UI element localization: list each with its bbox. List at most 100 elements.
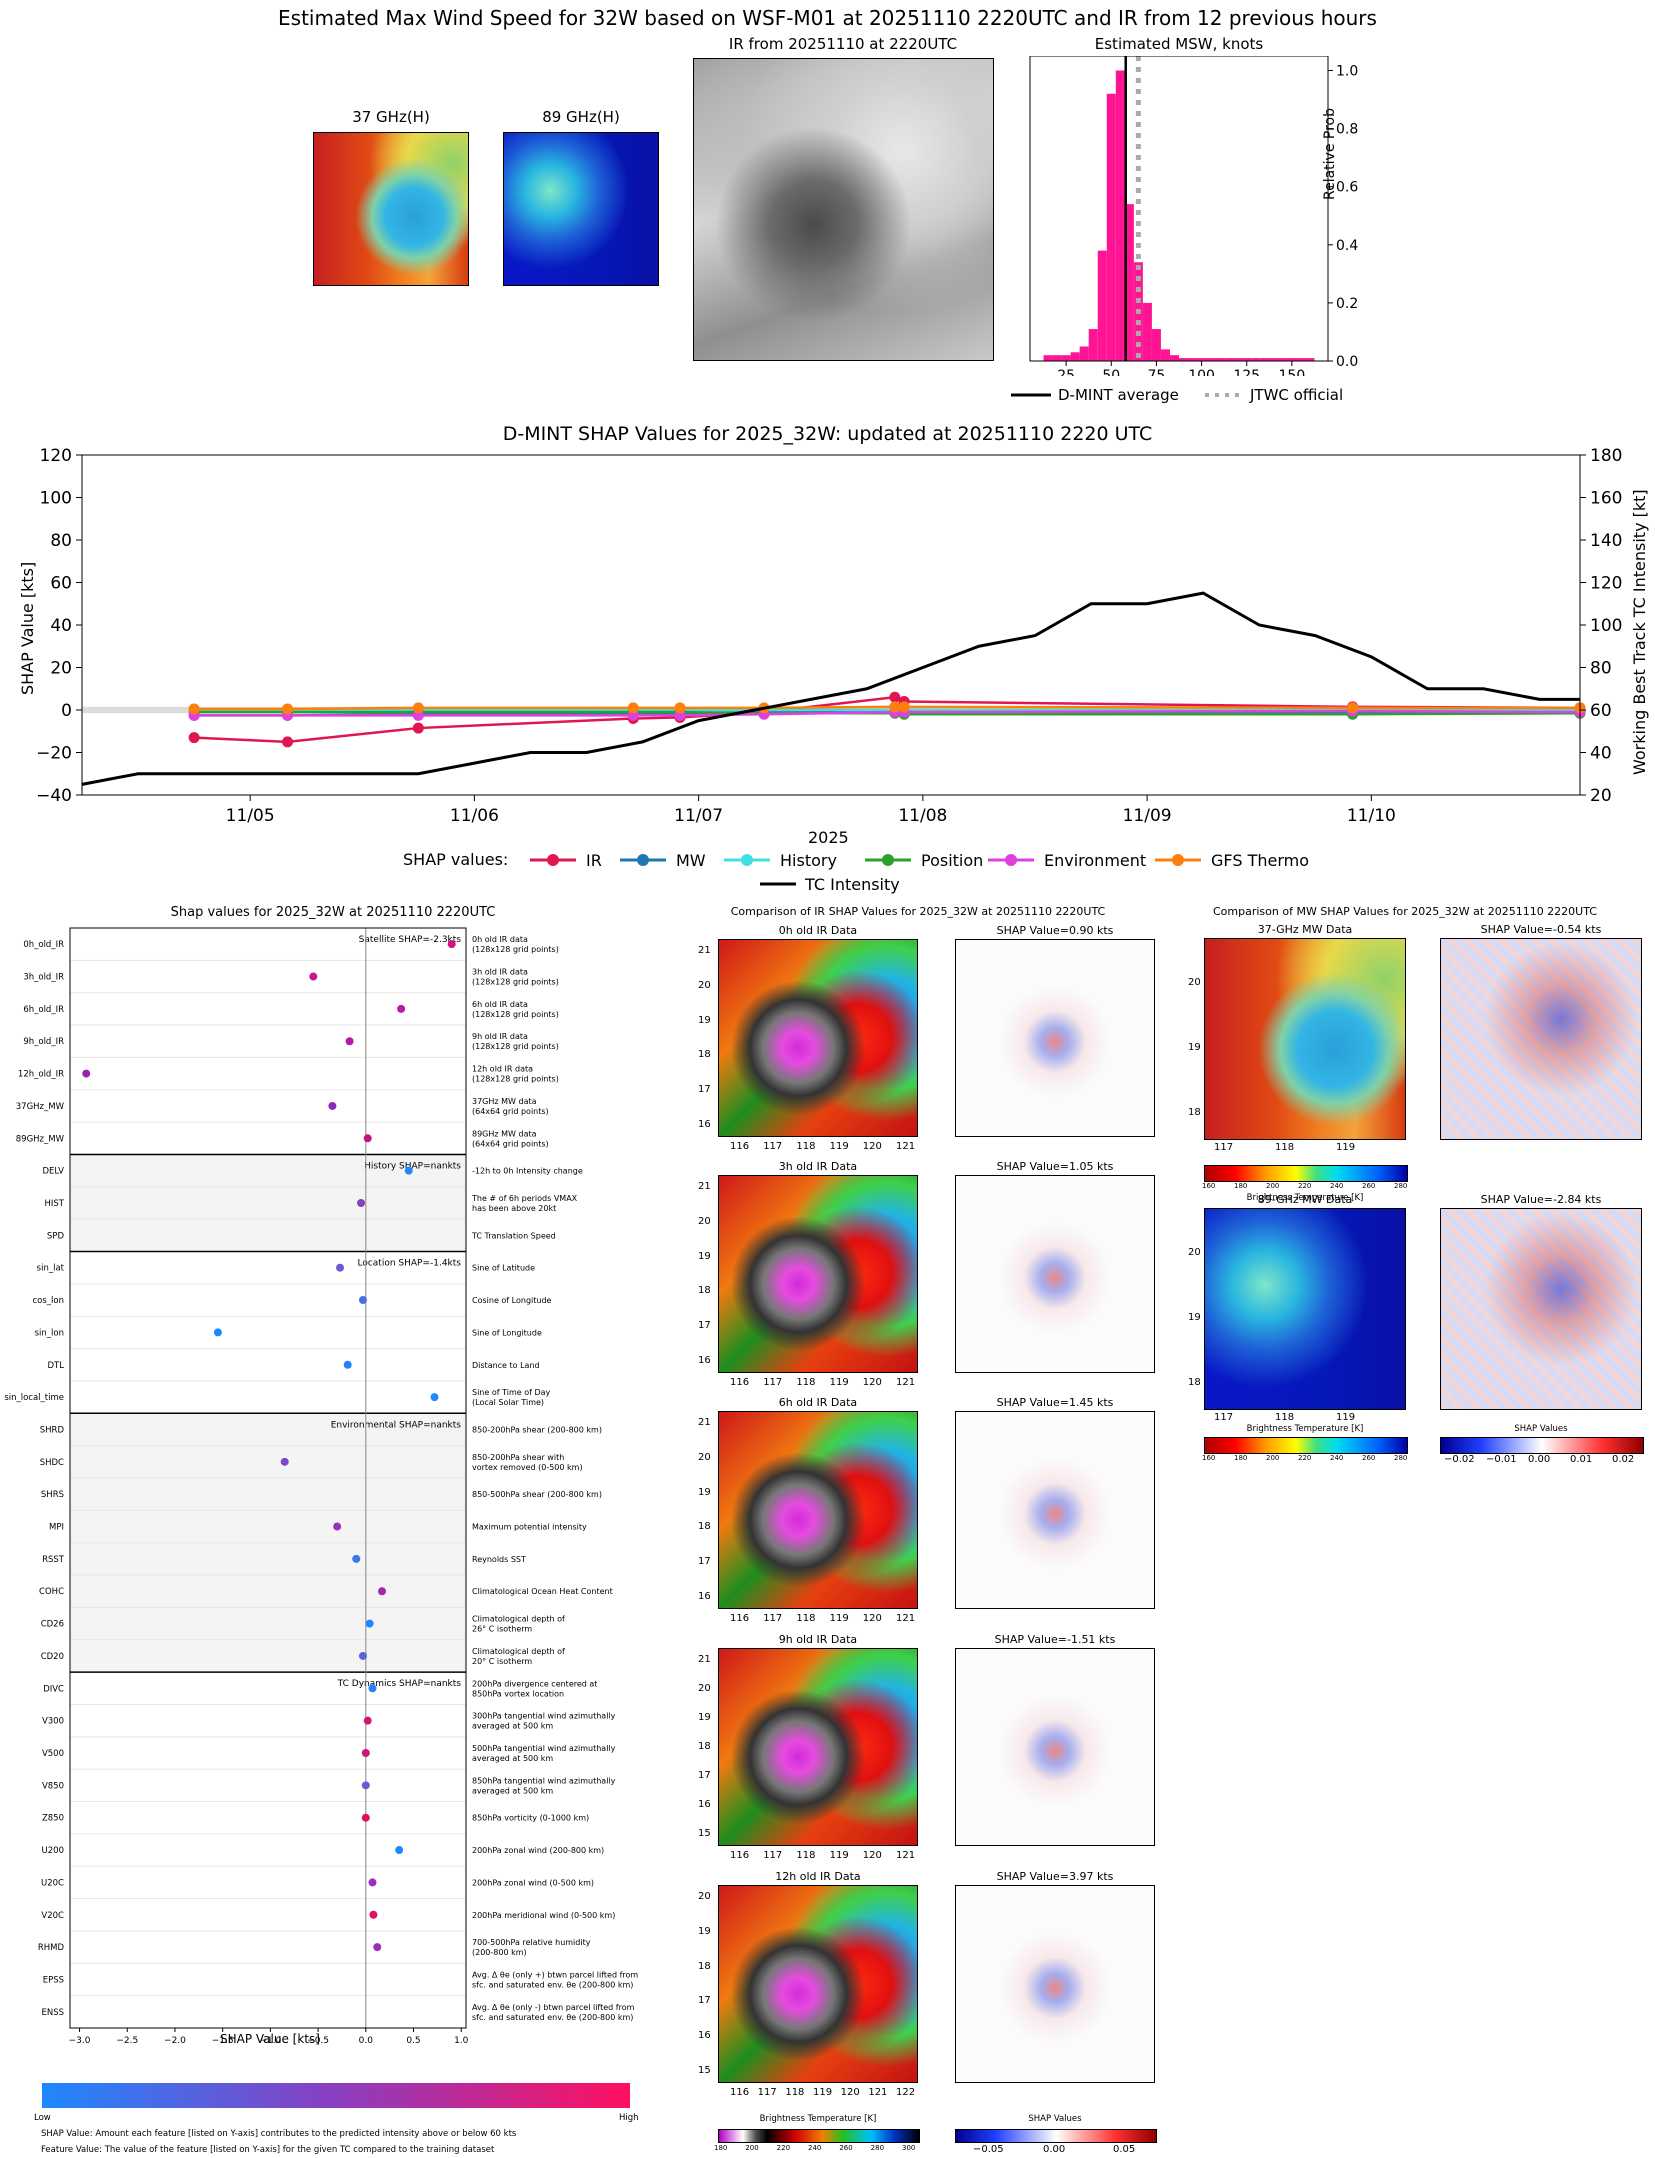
ir-ytick-label: 20	[698, 979, 711, 991]
series-point-gfs-thermo	[889, 701, 901, 713]
feature-name: cos_lon	[32, 1296, 64, 1306]
ir-row-shap-label: SHAP Value=3.97 kts	[996, 1870, 1114, 1883]
ir-ytick-label: 15	[698, 1828, 711, 1839]
ir-xtick-label: 116	[730, 1613, 750, 1624]
timeline-legend-prefix: SHAP values:	[403, 850, 509, 869]
mw-shap-colorbar-label: SHAP Values	[1514, 1424, 1568, 1434]
hist-xtick-label: 75	[1148, 368, 1166, 376]
feature-desc: (200-800 km)	[472, 1948, 527, 1957]
ir-row-image	[718, 1175, 918, 1373]
hist-xtick-label: 125	[1233, 368, 1260, 376]
feature-desc: Climatological depth of	[472, 1615, 565, 1624]
feature-name: sin_lat	[37, 1264, 65, 1274]
legend-jtwc-label: JTWC official	[1250, 386, 1344, 404]
shap-feature-chart: 0h_old_IR 0h old IR data(128x128 grid poi…	[4, 927, 638, 2046]
shap-point	[447, 940, 456, 949]
timeline-ytick-right-label: 80	[1590, 659, 1612, 679]
ir-row-label: 6h old IR Data	[778, 1396, 858, 1409]
ir-xtick-label: 116	[730, 1377, 750, 1388]
mw-bt-cb-tick-label: 160	[1202, 1454, 1216, 1462]
series-point-gfs-thermo	[898, 701, 910, 713]
feature-desc: (128x128 grid points)	[472, 945, 559, 954]
feature-desc: 26° C isotherm	[472, 1625, 532, 1634]
timeline-ytick-right-label: 20	[1590, 786, 1612, 806]
shap-point	[361, 1813, 370, 1822]
shap-xtick-label: −2.0	[164, 2036, 186, 2046]
shap-xtick-label: −2.5	[116, 2036, 138, 2046]
hist-ytick-label: 1.0	[1336, 64, 1358, 80]
feature-desc: Cosine of Longitude	[472, 1296, 552, 1305]
hist-bar	[1097, 250, 1107, 361]
timeline-ytick-right-label: 140	[1590, 531, 1622, 551]
ir-ytick-label: 21	[698, 945, 711, 956]
timeline-title: D-MINT SHAP Values for 2025_32W: updated…	[502, 423, 1153, 445]
feature-desc: vortex removed (0-500 km)	[472, 1463, 583, 1472]
mw-xtick-label: 118	[1275, 1412, 1295, 1423]
mw37-shap-map	[1440, 938, 1642, 1140]
hist-bar	[1251, 358, 1261, 361]
shap-point	[336, 1263, 345, 1272]
main-title: Estimated Max Wind Speed for 32W based o…	[278, 6, 1377, 30]
feature-name: Z850	[42, 1814, 64, 1824]
mw-bt-cb-tick-label: 220	[1298, 1182, 1312, 1190]
shap-point	[345, 1037, 354, 1046]
ir-ytick-label: 19	[698, 1486, 711, 1498]
ir-row-shap-label: SHAP Value=-1.51 kts	[994, 1633, 1116, 1646]
ir-shap-cb-tick-label: 0.00	[1043, 2144, 1066, 2155]
shap-point	[368, 1878, 377, 1887]
feature-desc: 0h old IR data	[472, 935, 528, 944]
group-label: TC Dynamics SHAP=nankts	[337, 1679, 462, 1689]
hist-bar	[1269, 358, 1279, 361]
shap-point	[430, 1393, 439, 1402]
ir-row-label: 9h old IR Data	[778, 1633, 858, 1646]
mw89-image	[503, 132, 659, 286]
ir-xtick-label: 116	[730, 2087, 750, 2098]
feature-desc: 200hPa zonal wind (200-800 km)	[472, 1846, 604, 1855]
mw-bt-cb-tick-label: 200	[1266, 1182, 1280, 1190]
ir-ytick-label: 15	[698, 2065, 711, 2076]
feature-name: DELV	[42, 1167, 64, 1177]
mw-bt-cb-tick-label: 180	[1234, 1454, 1248, 1462]
hist-bar	[1215, 358, 1225, 361]
feature-desc: (64x64 grid points)	[472, 1107, 549, 1116]
timeline-ytick-left-label: 40	[50, 616, 72, 636]
mw37-bt-colorbar	[1204, 1165, 1408, 1182]
feature-name: DTL	[48, 1361, 65, 1371]
mw89-title: 89 GHz(H)	[542, 108, 620, 126]
shap-point	[378, 1587, 387, 1596]
mw-shap-cb-tick-label: −0.01	[1486, 1454, 1517, 1465]
hist-bar	[1115, 70, 1125, 362]
hist-ytick-label: 0.6	[1336, 180, 1358, 196]
ir-row-image	[718, 1411, 918, 1609]
legend-marker-0	[547, 854, 559, 866]
shap-point	[333, 1522, 342, 1531]
ir-ytick-label: 18	[698, 1285, 711, 1297]
shap-timeline-chart: 120 100 80 60 40 20 0 −20 −40 180 160 140 120 100 80 60…	[36, 446, 1622, 826]
mw-xtick-label: 117	[1214, 1412, 1234, 1423]
mw-shap-cb-tick-label: 0.00	[1528, 1454, 1551, 1465]
feature-desc: (Local Solar Time)	[472, 1398, 544, 1407]
hist-bar	[1169, 355, 1179, 361]
timeline-xlabel: 2025	[808, 828, 849, 847]
feature-desc: Sine of Time of Day	[472, 1388, 551, 1397]
legend-label-4: Environment	[1044, 851, 1146, 870]
shap-point	[309, 972, 318, 981]
ir-row-image	[718, 939, 918, 1137]
shap-panel-title: Shap values for 2025_32W at 20251110 222…	[170, 905, 496, 920]
feature-desc: 700-500hPa relative humidity	[472, 1938, 591, 1947]
ir-cb-tick-label: 180	[714, 2144, 728, 2152]
ir-row-shap-label: SHAP Value=0.90 kts	[996, 924, 1114, 937]
feature-name: 0h_old_IR	[23, 940, 64, 950]
timeline-ytick-left-label: 60	[50, 574, 72, 594]
series-point-ir	[412, 722, 424, 734]
shap-point	[280, 1457, 289, 1466]
legend-marker-2	[741, 854, 753, 866]
hist-bar	[1278, 358, 1288, 361]
feature-desc: averaged at 500 km	[472, 1722, 553, 1731]
shap-point	[363, 1134, 372, 1143]
timeline-xtick-label: 11/07	[674, 806, 723, 826]
ir-xtick-label: 119	[813, 2087, 833, 2098]
feature-name: CD20	[41, 1652, 64, 1662]
mw-xtick-label: 119	[1336, 1412, 1356, 1423]
feature-desc: 850-200hPa shear with	[472, 1453, 564, 1462]
